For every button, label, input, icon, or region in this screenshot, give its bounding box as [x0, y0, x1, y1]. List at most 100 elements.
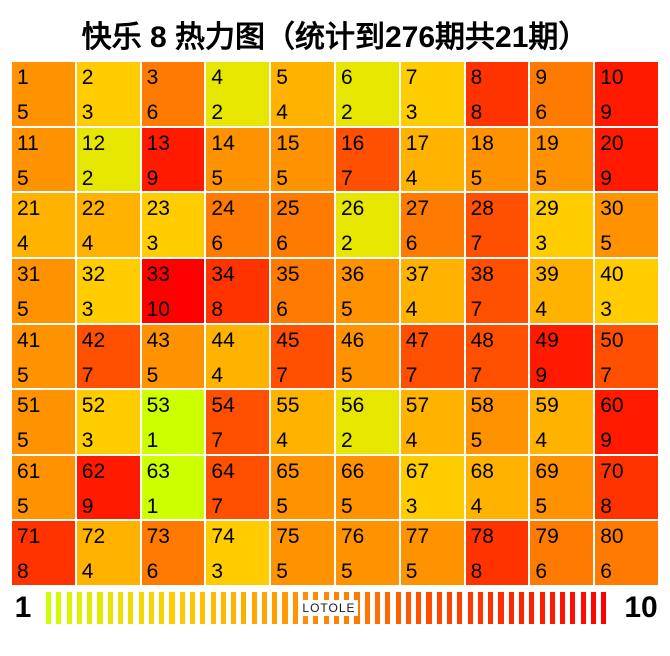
heat-cell[interactable]: 74 3 [206, 521, 270, 585]
heat-cell[interactable]: 75 5 [271, 521, 334, 585]
heat-cell[interactable]: 60 9 [595, 390, 658, 454]
heat-cell[interactable]: 64 7 [206, 455, 270, 520]
heat-cell[interactable]: 40 3 [595, 258, 658, 323]
heat-cell[interactable]: 32 3 [76, 258, 140, 323]
heat-cell-number: 33 [146, 262, 170, 286]
heat-cell[interactable]: 58 5 [465, 390, 529, 454]
heat-cell[interactable]: 48 7 [465, 324, 529, 389]
heat-cell[interactable]: 69 5 [530, 455, 594, 520]
heat-cell[interactable]: 28 7 [465, 193, 529, 257]
legend-tick [482, 592, 489, 624]
heat-cell[interactable]: 65 5 [271, 455, 334, 520]
heat-cell[interactable]: 71 8 [12, 521, 75, 585]
heat-cell[interactable]: 57 4 [400, 390, 464, 454]
heat-cell[interactable]: 44 4 [206, 324, 270, 389]
heat-cell[interactable]: 61 5 [12, 455, 75, 520]
heat-cell[interactable]: 45 7 [271, 324, 334, 389]
heat-cell[interactable]: 62 9 [76, 455, 140, 520]
heat-cell[interactable]: 76 5 [335, 521, 399, 585]
heat-cell[interactable]: 29 3 [530, 193, 594, 257]
heat-cell[interactable]: 36 5 [335, 258, 399, 323]
heat-cell-number: 66 [340, 459, 365, 483]
heat-cell[interactable]: 55 4 [271, 390, 334, 454]
heat-cell[interactable]: 20 9 [595, 127, 658, 192]
legend-tick [477, 592, 483, 624]
heat-cell[interactable]: 70 8 [595, 455, 658, 520]
heat-cell[interactable]: 21 4 [12, 193, 75, 257]
heat-cell-number: 3 [146, 66, 159, 89]
legend-tick [549, 592, 555, 624]
heat-cell-count: 8 [211, 297, 224, 321]
legend-tick [287, 592, 293, 624]
heat-cell[interactable]: 10 9 [595, 62, 658, 126]
heat-cell[interactable]: 79 6 [530, 521, 594, 585]
heat-cell[interactable]: 22 4 [76, 193, 140, 257]
heat-cell[interactable]: 49 9 [530, 324, 594, 389]
heat-cell[interactable]: 35 6 [271, 258, 334, 323]
heat-cell[interactable]: 30 5 [595, 193, 658, 257]
heat-cell[interactable]: 31 5 [12, 258, 75, 323]
heat-cell[interactable]: 38 7 [465, 258, 529, 323]
heat-cell[interactable]: 18 5 [465, 127, 529, 192]
heat-cell[interactable]: 54 7 [206, 390, 270, 454]
heat-cell[interactable]: 46 5 [335, 324, 399, 389]
heat-cell[interactable]: 63 1 [141, 455, 205, 520]
heat-cell[interactable]: 43 5 [141, 324, 205, 389]
heat-cell[interactable]: 26 2 [335, 193, 399, 257]
heat-cell[interactable]: 34 8 [206, 258, 270, 323]
heat-cell[interactable]: 37 4 [400, 258, 464, 323]
legend-tick [169, 592, 175, 624]
heat-cell[interactable]: 14 5 [206, 127, 270, 192]
heat-cell[interactable]: 19 5 [530, 127, 594, 192]
heat-cell[interactable]: 77 5 [400, 521, 464, 585]
heat-cell[interactable]: 56 2 [335, 390, 399, 454]
legend-tick [92, 592, 98, 624]
heat-cell[interactable]: 53 1 [141, 390, 205, 454]
legend-tick [390, 592, 396, 624]
heat-cell[interactable]: 17 4 [400, 127, 464, 192]
legend-tick [164, 592, 170, 624]
heat-cell[interactable]: 33 10 [141, 258, 205, 323]
heat-cell[interactable]: 50 7 [595, 324, 658, 389]
heat-cell[interactable]: 25 6 [271, 193, 334, 257]
legend-tick [81, 592, 88, 624]
heat-cell[interactable]: 42 7 [76, 324, 140, 389]
heat-cell[interactable]: 24 6 [206, 193, 270, 257]
heat-cell[interactable]: 12 2 [76, 127, 140, 192]
heat-cell[interactable]: 51 5 [12, 390, 75, 454]
heat-cell-number: 52 [81, 394, 106, 418]
heat-cell[interactable]: 59 4 [530, 390, 594, 454]
heat-cell[interactable]: 39 4 [530, 258, 594, 323]
heat-cell[interactable]: 47 7 [400, 324, 464, 389]
heat-cell[interactable]: 78 8 [465, 521, 529, 585]
heat-cell-count: 7 [340, 166, 353, 190]
heat-cell-count: 4 [470, 494, 483, 518]
heat-cell[interactable]: 23 3 [141, 193, 205, 257]
heat-cell-count: 4 [276, 429, 288, 453]
heat-cell[interactable]: 67 3 [400, 455, 464, 520]
legend-min-label: 1 [14, 591, 32, 624]
heat-cell[interactable]: 68 4 [465, 455, 529, 520]
heat-cell[interactable]: 13 9 [141, 127, 205, 192]
heat-cell[interactable]: 11 5 [12, 127, 75, 192]
heat-cell[interactable]: 72 4 [76, 521, 140, 585]
legend-tick [282, 592, 288, 624]
heat-cell[interactable]: 27 6 [400, 193, 464, 257]
heat-cell-count: 1 [146, 494, 159, 518]
heat-cell[interactable]: 66 5 [335, 455, 399, 520]
heat-cell[interactable]: 15 5 [271, 127, 334, 192]
heat-cell[interactable]: 80 6 [595, 521, 658, 585]
heat-cell[interactable]: 73 6 [141, 521, 205, 585]
heat-cell[interactable]: 41 5 [12, 324, 75, 389]
heat-cell[interactable]: 52 3 [76, 390, 140, 454]
heat-cell[interactable]: 16 7 [335, 127, 399, 192]
